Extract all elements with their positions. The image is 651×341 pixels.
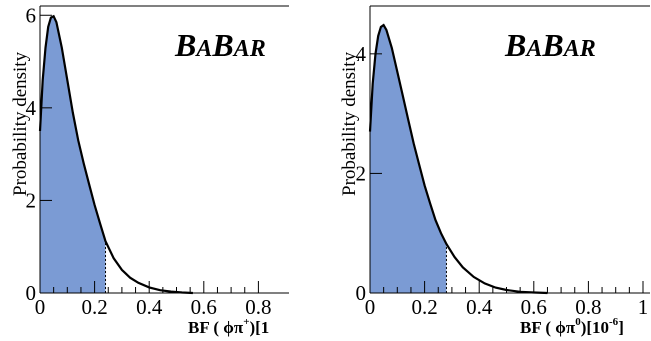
y-tick-label-left: 4 [26, 96, 37, 120]
x-tick-label-right: 0.8 [575, 295, 601, 319]
x-tick-label-left: 0.8 [245, 295, 271, 319]
x-tick-label-right: 0.2 [411, 295, 437, 319]
babar-logo-right: BABAR [504, 27, 596, 63]
x-ticks-right: 0 0.2 0.4 0.6 0.8 1 [365, 281, 649, 319]
shaded-area-left [40, 16, 106, 293]
x-ticks-left: 0 0.2 0.4 0.6 0.8 [35, 281, 272, 319]
y-ticks-left: 0 2 4 6 [26, 3, 52, 305]
x-tick-label-left: 0 [35, 295, 46, 319]
y-tick-label-left: 0 [26, 281, 37, 305]
y-tick-label-right: 0 [356, 281, 367, 305]
x-tick-label-right: 0.4 [466, 295, 493, 319]
density-curve-right [368, 23, 548, 295]
x-axis-label-left: BF ( ϕπ+)[1 [188, 316, 269, 337]
x-tick-label-right: 0 [365, 295, 376, 319]
y-tick-label-left: 6 [26, 3, 37, 27]
panel-right: 0 0.2 0.4 0.6 0.8 1 0 2 4 BABAR Probability den… [339, 5, 650, 337]
x-tick-label-right: 0.6 [521, 295, 547, 319]
panel-left: 0 0.2 0.4 0.6 0.8 0 2 4 6 BABAR Probability den… [10, 3, 289, 337]
babar-logo-left: BABAR [174, 27, 266, 63]
y-tick-label-right: 4 [356, 42, 367, 66]
y-tick-label-right: 2 [356, 161, 367, 185]
y-axis-label-right: Probability density [339, 51, 360, 196]
shaded-area-right [370, 25, 447, 293]
y-ticks-right: 0 2 4 [356, 42, 382, 305]
x-tick-label-left: 0.4 [136, 295, 163, 319]
x-axis-label-right: BF ( ϕπ0)[10-6] [520, 316, 624, 337]
y-axis-label-left: Probability density [10, 51, 31, 196]
x-tick-label-left: 0.6 [191, 295, 217, 319]
x-tick-label-right: 1 [638, 295, 649, 319]
x-tick-label-left: 0.2 [81, 295, 107, 319]
y-tick-label-left: 2 [26, 188, 37, 212]
